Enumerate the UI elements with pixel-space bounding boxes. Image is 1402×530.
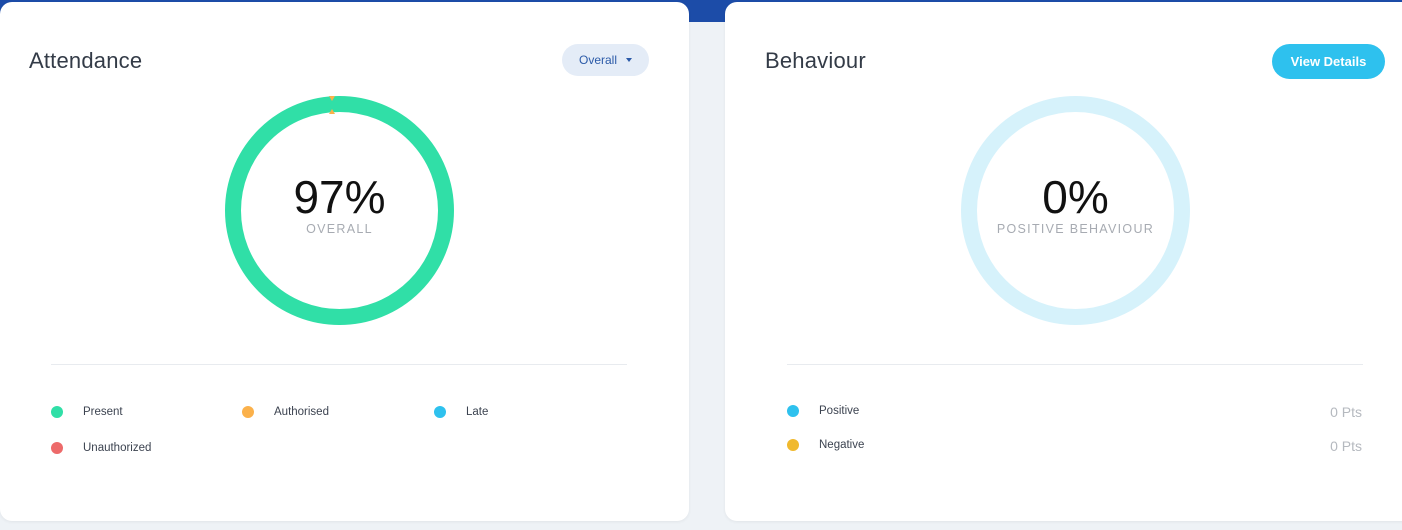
caret-down-icon: [626, 58, 632, 62]
legend-present: Present: [51, 406, 123, 418]
behaviour-card: Behaviour View Details 0% POSITIVE BEHAV…: [725, 2, 1402, 521]
positive-points: 0 Pts: [1330, 404, 1362, 420]
legend-present-label: Present: [83, 406, 123, 418]
legend-negative: Negative: [787, 439, 864, 451]
attendance-caption: OVERALL: [306, 222, 373, 236]
unauthorized-dot-icon: [51, 442, 63, 454]
attendance-percentage: 97%: [293, 171, 386, 223]
legend-authorised: Authorised: [242, 406, 329, 418]
negative-points: 0 Pts: [1330, 438, 1362, 454]
attendance-period-dropdown[interactable]: Overall: [562, 44, 649, 76]
behaviour-caption: POSITIVE BEHAVIOUR: [996, 222, 1155, 236]
behaviour-donut-chart: 0% POSITIVE BEHAVIOUR: [961, 96, 1190, 325]
negative-dot-icon: [787, 439, 799, 451]
attendance-period-label: Overall: [578, 53, 617, 67]
attendance-divider: [51, 364, 627, 365]
legend-late: Late: [434, 406, 488, 418]
behaviour-divider: [787, 364, 1363, 365]
legend-negative-label: Negative: [819, 439, 865, 451]
legend-authorised-label: Authorised: [274, 406, 329, 418]
legend-unauthorized: Unauthorized: [51, 442, 151, 454]
attendance-present-arc: [225, 96, 454, 325]
behaviour-ring-track: [961, 96, 1190, 325]
authorised-dot-icon: [242, 406, 254, 418]
legend-positive-label: Positive: [819, 405, 860, 417]
behaviour-title: Behaviour: [765, 48, 866, 73]
attendance-donut-chart: 97% OVERALL: [225, 96, 454, 325]
view-details-button[interactable]: View Details: [1272, 44, 1385, 79]
legend-unauthorized-label: Unauthorized: [83, 442, 152, 454]
behaviour-percentage: 0%: [1042, 171, 1109, 223]
present-dot-icon: [51, 406, 63, 418]
late-dot-icon: [434, 406, 446, 418]
attendance-title: Attendance: [29, 48, 143, 73]
legend-positive: Positive: [787, 405, 859, 417]
attendance-authorised-marker: [329, 96, 335, 114]
positive-dot-icon: [787, 405, 799, 417]
legend-late-label: Late: [466, 406, 489, 418]
attendance-card: Attendance Overall 97% OVERALL Present A…: [0, 2, 689, 521]
